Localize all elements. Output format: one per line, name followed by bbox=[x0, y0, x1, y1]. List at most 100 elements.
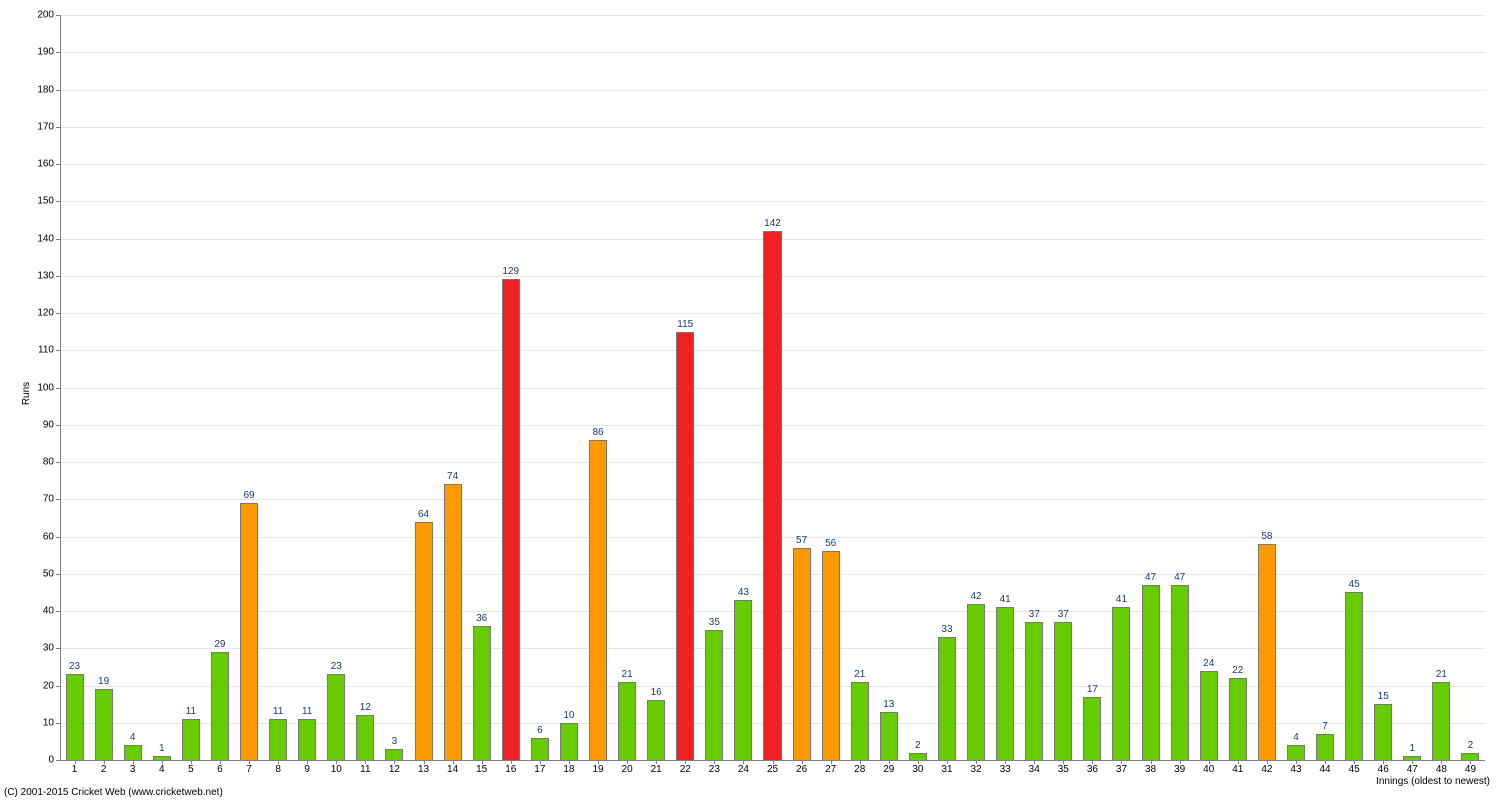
gridline bbox=[60, 127, 1485, 128]
bar-value-label: 11 bbox=[302, 706, 312, 717]
bar-value-label: 1 bbox=[159, 743, 165, 754]
bar-value-label: 2 bbox=[1468, 740, 1474, 751]
bar-value-label: 115 bbox=[677, 319, 693, 330]
x-tick-label: 7 bbox=[246, 764, 252, 775]
bar-value-label: 4 bbox=[130, 732, 136, 743]
bar bbox=[1083, 697, 1101, 760]
y-tick-label: 130 bbox=[37, 270, 54, 281]
bar bbox=[1054, 622, 1072, 760]
y-tick-label: 100 bbox=[37, 382, 54, 393]
x-tick-label: 25 bbox=[767, 764, 778, 775]
bar-value-label: 15 bbox=[1378, 691, 1389, 702]
bar bbox=[1142, 585, 1160, 760]
bar bbox=[1287, 745, 1305, 760]
bar-value-label: 129 bbox=[502, 266, 519, 277]
gridline bbox=[60, 15, 1485, 16]
bar-value-label: 45 bbox=[1349, 579, 1360, 590]
x-axis-line bbox=[60, 760, 1485, 761]
bar-value-label: 10 bbox=[563, 710, 574, 721]
bar-value-label: 4 bbox=[1293, 732, 1299, 743]
bar-value-label: 6 bbox=[537, 725, 543, 736]
bar bbox=[1229, 678, 1247, 760]
bar-value-label: 42 bbox=[971, 591, 982, 602]
bar bbox=[211, 652, 229, 760]
bar-value-label: 21 bbox=[622, 669, 633, 680]
x-tick-label: 15 bbox=[476, 764, 487, 775]
gridline bbox=[60, 201, 1485, 202]
plot-area: 0102030405060708090100110120130140150160… bbox=[60, 15, 1485, 760]
bar bbox=[415, 522, 433, 760]
bar bbox=[298, 719, 316, 760]
bar-value-label: 142 bbox=[764, 218, 781, 229]
bar bbox=[1345, 592, 1363, 760]
bar bbox=[327, 674, 345, 760]
gridline bbox=[60, 164, 1485, 165]
bar bbox=[531, 738, 549, 760]
bar bbox=[1025, 622, 1043, 760]
bar-value-label: 86 bbox=[592, 427, 603, 438]
bar-value-label: 35 bbox=[709, 617, 720, 628]
bar-value-label: 22 bbox=[1232, 665, 1243, 676]
bar-value-label: 47 bbox=[1174, 572, 1185, 583]
bar-value-label: 74 bbox=[447, 471, 458, 482]
bar-value-label: 33 bbox=[941, 624, 952, 635]
bar-value-label: 19 bbox=[98, 676, 109, 687]
bar bbox=[1461, 753, 1479, 760]
x-tick-label: 41 bbox=[1232, 764, 1243, 775]
y-axis-line bbox=[60, 15, 61, 760]
bar-value-label: 37 bbox=[1058, 609, 1069, 620]
x-tick-label: 4 bbox=[159, 764, 165, 775]
bar-value-label: 47 bbox=[1145, 572, 1156, 583]
x-tick-label: 11 bbox=[360, 764, 370, 775]
bar-value-label: 41 bbox=[1116, 594, 1127, 605]
bar-value-label: 16 bbox=[651, 687, 662, 698]
x-tick-label: 23 bbox=[709, 764, 720, 775]
x-tick-label: 44 bbox=[1319, 764, 1330, 775]
y-axis-title: Runs bbox=[21, 381, 32, 404]
x-tick-label: 13 bbox=[418, 764, 429, 775]
x-tick-label: 34 bbox=[1029, 764, 1040, 775]
bar-value-label: 11 bbox=[186, 706, 196, 717]
bar bbox=[356, 715, 374, 760]
x-tick-label: 37 bbox=[1116, 764, 1127, 775]
bar bbox=[589, 440, 607, 760]
x-tick-label: 14 bbox=[447, 764, 458, 775]
bar-value-label: 7 bbox=[1322, 721, 1328, 732]
x-tick-label: 16 bbox=[505, 764, 516, 775]
bar bbox=[240, 503, 258, 760]
bar bbox=[1171, 585, 1189, 760]
x-tick-label: 32 bbox=[971, 764, 982, 775]
x-tick-label: 1 bbox=[72, 764, 78, 775]
y-tick-label: 120 bbox=[37, 308, 54, 319]
chart-container: 0102030405060708090100110120130140150160… bbox=[0, 0, 1500, 800]
gridline bbox=[60, 90, 1485, 91]
bar bbox=[1432, 682, 1450, 760]
bar-value-label: 58 bbox=[1261, 531, 1272, 542]
bar-value-label: 23 bbox=[69, 661, 80, 672]
bar-value-label: 29 bbox=[214, 639, 225, 650]
bar bbox=[676, 332, 694, 760]
bar bbox=[1258, 544, 1276, 760]
bar bbox=[763, 231, 781, 760]
bar bbox=[1374, 704, 1392, 760]
bar bbox=[124, 745, 142, 760]
bar-value-label: 17 bbox=[1087, 684, 1098, 695]
bar-value-label: 21 bbox=[854, 669, 865, 680]
x-tick-label: 24 bbox=[738, 764, 749, 775]
x-tick-label: 26 bbox=[796, 764, 807, 775]
x-tick-label: 30 bbox=[912, 764, 923, 775]
bar-value-label: 12 bbox=[360, 702, 371, 713]
bar bbox=[444, 484, 462, 760]
copyright-text: (C) 2001-2015 Cricket Web (www.cricketwe… bbox=[4, 787, 223, 798]
bar bbox=[793, 548, 811, 760]
bar-value-label: 64 bbox=[418, 509, 429, 520]
x-tick-label: 9 bbox=[304, 764, 310, 775]
x-tick-label: 31 bbox=[941, 764, 952, 775]
x-tick-label: 40 bbox=[1203, 764, 1214, 775]
x-tick-label: 18 bbox=[563, 764, 574, 775]
x-tick-label: 20 bbox=[622, 764, 633, 775]
x-tick-label: 29 bbox=[883, 764, 894, 775]
bar-value-label: 1 bbox=[1410, 743, 1416, 754]
bar bbox=[473, 626, 491, 760]
bar bbox=[560, 723, 578, 760]
